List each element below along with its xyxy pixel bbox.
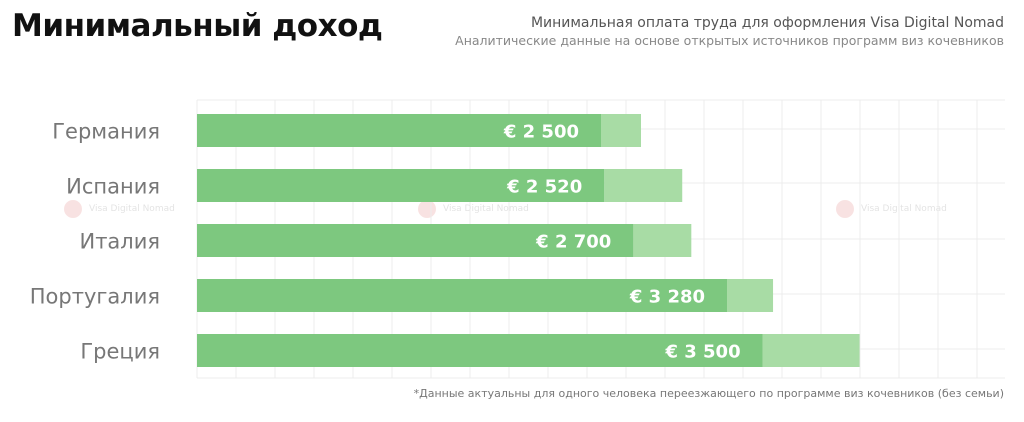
bar <box>197 224 634 257</box>
bar-tail <box>727 279 774 312</box>
bar <box>197 279 728 312</box>
footnote: *Данные актуальны для одного человека пе… <box>413 387 1004 400</box>
watermark-text: Visa Digital Nomad <box>443 204 529 214</box>
bar-tail <box>601 114 641 147</box>
category-label: Испания <box>66 175 160 199</box>
bar-tail <box>604 169 683 202</box>
chart-source-note: Аналитические данные на основе открытых … <box>455 33 1004 48</box>
bar <box>197 169 605 202</box>
bar-value-label: € 3 280 <box>629 287 705 308</box>
bar <box>197 334 763 367</box>
chart-bars: Германия € 2 500 Испания € 2 520 Италия € 2 7… <box>30 114 860 367</box>
watermark-logo-icon <box>836 200 854 218</box>
bar-value-label: € 2 700 <box>535 232 611 253</box>
category-label: Греция <box>80 340 160 364</box>
watermark-right: Visa Digital Nomad <box>836 200 947 218</box>
bar-value-label: € 2 520 <box>506 177 582 198</box>
bar-value-label: € 2 500 <box>503 122 579 143</box>
category-label: Италия <box>79 230 160 254</box>
chart-subtitle: Минимальная оплата труда для оформления … <box>530 15 1004 31</box>
category-label: Португалия <box>30 285 160 309</box>
watermark-text: Visa Digital Nomad <box>861 204 947 214</box>
header-subtitles: Минимальная оплата труда для оформления … <box>455 14 1004 49</box>
bar-value-label: € 3 500 <box>664 342 740 363</box>
page-title: Минимальный доход <box>12 8 383 44</box>
watermark-logo-icon <box>64 200 82 218</box>
bar <box>197 114 601 147</box>
bar-tail <box>762 334 860 367</box>
category-label: Германия <box>52 120 160 144</box>
watermark-left: Visa Digital Nomad <box>64 200 175 218</box>
bar-tail <box>633 224 692 257</box>
watermark-text: Visa Digital Nomad <box>89 204 175 214</box>
